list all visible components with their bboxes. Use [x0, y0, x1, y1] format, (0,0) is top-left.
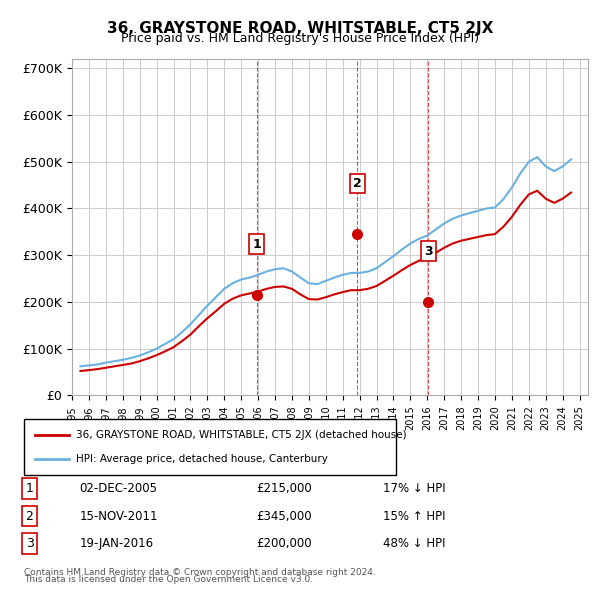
- Text: 36, GRAYSTONE ROAD, WHITSTABLE, CT5 2JX (detached house): 36, GRAYSTONE ROAD, WHITSTABLE, CT5 2JX …: [76, 430, 407, 440]
- Text: 48% ↓ HPI: 48% ↓ HPI: [383, 537, 445, 550]
- FancyBboxPatch shape: [24, 419, 396, 475]
- Text: This data is licensed under the Open Government Licence v3.0.: This data is licensed under the Open Gov…: [24, 575, 313, 584]
- Text: 17% ↓ HPI: 17% ↓ HPI: [383, 482, 445, 495]
- Text: HPI: Average price, detached house, Canterbury: HPI: Average price, detached house, Cant…: [76, 454, 328, 464]
- Text: £345,000: £345,000: [256, 510, 311, 523]
- Text: £200,000: £200,000: [256, 537, 311, 550]
- Text: 3: 3: [26, 537, 34, 550]
- Text: 2: 2: [353, 177, 362, 190]
- Text: 02-DEC-2005: 02-DEC-2005: [79, 482, 157, 495]
- Text: Contains HM Land Registry data © Crown copyright and database right 2024.: Contains HM Land Registry data © Crown c…: [24, 568, 376, 577]
- Text: 1: 1: [26, 482, 34, 495]
- Text: 36, GRAYSTONE ROAD, WHITSTABLE, CT5 2JX: 36, GRAYSTONE ROAD, WHITSTABLE, CT5 2JX: [107, 21, 493, 35]
- Text: 2: 2: [26, 510, 34, 523]
- Text: 15-NOV-2011: 15-NOV-2011: [79, 510, 158, 523]
- Text: 19-JAN-2016: 19-JAN-2016: [79, 537, 154, 550]
- Text: 1: 1: [253, 238, 261, 251]
- Text: Price paid vs. HM Land Registry's House Price Index (HPI): Price paid vs. HM Land Registry's House …: [121, 32, 479, 45]
- Text: 3: 3: [424, 244, 433, 257]
- Text: 15% ↑ HPI: 15% ↑ HPI: [383, 510, 445, 523]
- Text: £215,000: £215,000: [256, 482, 311, 495]
